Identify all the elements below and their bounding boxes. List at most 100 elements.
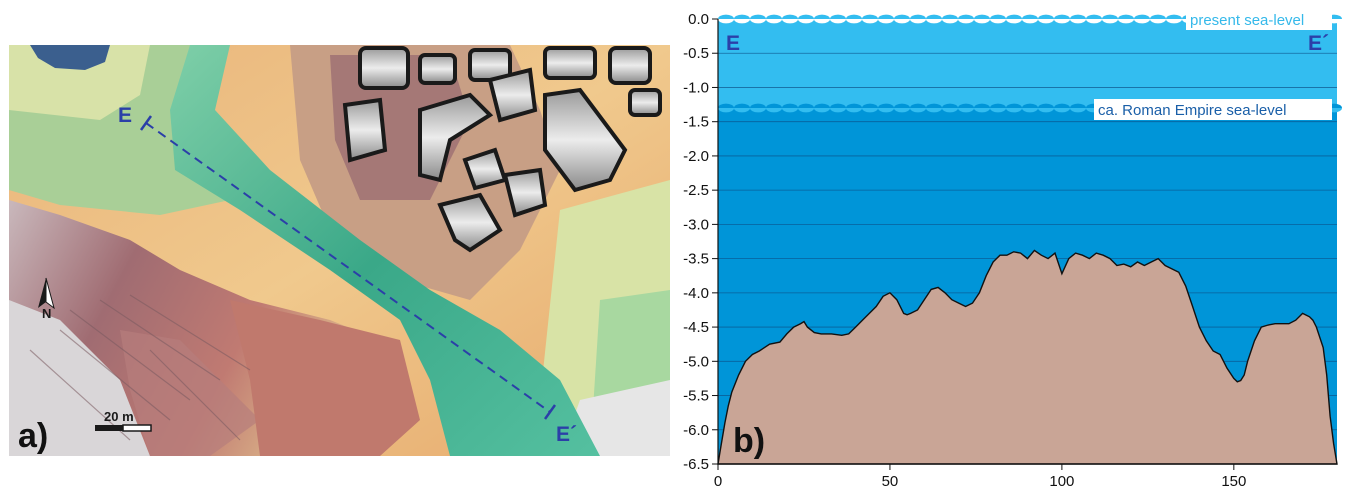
wave-trough: [1054, 14, 1070, 19]
wave-crest: [750, 19, 766, 24]
roman-sea-label-box: [1094, 99, 1332, 120]
wave-trough: [1166, 14, 1182, 19]
scale-label: 20 m: [104, 409, 134, 424]
wave-crest: [990, 19, 1006, 24]
wave-trough: [1038, 14, 1054, 19]
wave-crest: [862, 19, 878, 24]
wave-trough: [958, 103, 974, 108]
wave-crest: [1086, 19, 1102, 24]
wave-trough: [814, 14, 830, 19]
wave-crest: [926, 19, 942, 24]
wave-crest: [814, 108, 830, 113]
wave-trough: [990, 103, 1006, 108]
x-tick-label: 150: [1221, 473, 1246, 490]
wave-trough: [1038, 103, 1054, 108]
wave-trough: [894, 103, 910, 108]
wave-trough: [1022, 103, 1038, 108]
y-tick-label: -3.5: [683, 251, 709, 268]
wave-crest: [766, 19, 782, 24]
terrain-terrace: [230, 300, 420, 456]
wave-trough: [990, 14, 1006, 19]
wave-crest: [1150, 19, 1166, 24]
terrain-deep-spot: [30, 45, 110, 70]
y-tick-label: -5.5: [683, 388, 709, 405]
wave-trough: [926, 14, 942, 19]
wave-trough: [798, 103, 814, 108]
wave-trough: [1134, 14, 1150, 19]
map-section-start-label: E: [118, 104, 132, 127]
wave-trough: [830, 103, 846, 108]
wave-trough: [942, 103, 958, 108]
panel-b-label: b): [733, 422, 765, 460]
wave-crest: [1166, 19, 1182, 24]
terrain-hill-top: [9, 300, 150, 456]
wave-crest: [1070, 19, 1086, 24]
chart-panel: 0.0 -0.5 -1.0 -1.5 -2.0 -2.5 -3.0 -3.5 -4.0 -4.5 -…: [683, 10, 1342, 490]
wave-crest: [830, 108, 846, 113]
x-tick-label: 100: [1049, 473, 1074, 490]
y-tick-label: -5.0: [683, 353, 709, 370]
wave-crest: [910, 19, 926, 24]
wave-trough: [974, 103, 990, 108]
wave-trough: [942, 14, 958, 19]
wave-trough: [1102, 14, 1118, 19]
wave-trough: [958, 14, 974, 19]
wave-trough: [718, 14, 734, 19]
wave-trough: [862, 103, 878, 108]
wave-trough: [750, 14, 766, 19]
map-section-end-label: E´: [556, 423, 577, 446]
panel-a-label: a): [18, 417, 48, 455]
wave-trough: [1006, 103, 1022, 108]
wave-trough: [910, 103, 926, 108]
wave-trough: [1118, 14, 1134, 19]
wave-trough: [846, 103, 862, 108]
wave-crest: [958, 108, 974, 113]
chart-section-end-label: E´: [1308, 32, 1329, 55]
y-tick-label: -6.5: [683, 456, 709, 473]
wave-crest: [1118, 19, 1134, 24]
section-line-end-cap: [543, 404, 557, 420]
north-label: N: [42, 306, 51, 321]
wave-crest: [942, 19, 958, 24]
wave-trough: [1150, 14, 1166, 19]
wave-crest: [1134, 19, 1150, 24]
y-tick-label: -6.0: [683, 422, 709, 439]
wave-trough: [782, 14, 798, 19]
y-tick-label: -2.0: [683, 148, 709, 165]
north-arrow-icon: N: [38, 277, 55, 321]
chart-section-start-label: E: [726, 32, 740, 55]
wave-crest: [750, 108, 766, 113]
x-tick-label: 0: [714, 473, 722, 490]
wave-crest: [734, 108, 750, 113]
wave-crest: [894, 108, 910, 113]
wave-trough: [766, 14, 782, 19]
section-line-start-cap: [139, 115, 153, 131]
wave-crest: [990, 108, 1006, 113]
wave-trough: [750, 103, 766, 108]
wave-crest: [782, 108, 798, 113]
map-panel: [9, 45, 670, 456]
wave-crest: [718, 108, 734, 113]
wave-trough: [718, 103, 734, 108]
section-line: [145, 122, 551, 413]
wave-crest: [974, 108, 990, 113]
wave-crest: [878, 108, 894, 113]
wave-trough: [798, 14, 814, 19]
wave-trough: [766, 103, 782, 108]
y-tick-label: -1.5: [683, 114, 709, 131]
scale-bar: 20 m: [95, 409, 152, 432]
wave-trough: [910, 14, 926, 19]
wave-trough: [974, 14, 990, 19]
wave-crest: [1006, 19, 1022, 24]
wave-crest: [798, 108, 814, 113]
wave-crest: [942, 108, 958, 113]
x-tick-label: 50: [882, 473, 899, 490]
wave-trough: [926, 103, 942, 108]
present-water-band: [718, 19, 1337, 108]
wave-crest: [1070, 108, 1086, 113]
wave-crest: [734, 19, 750, 24]
wave-trough: [878, 14, 894, 19]
wave-crest: [974, 19, 990, 24]
wave-crest: [878, 19, 894, 24]
